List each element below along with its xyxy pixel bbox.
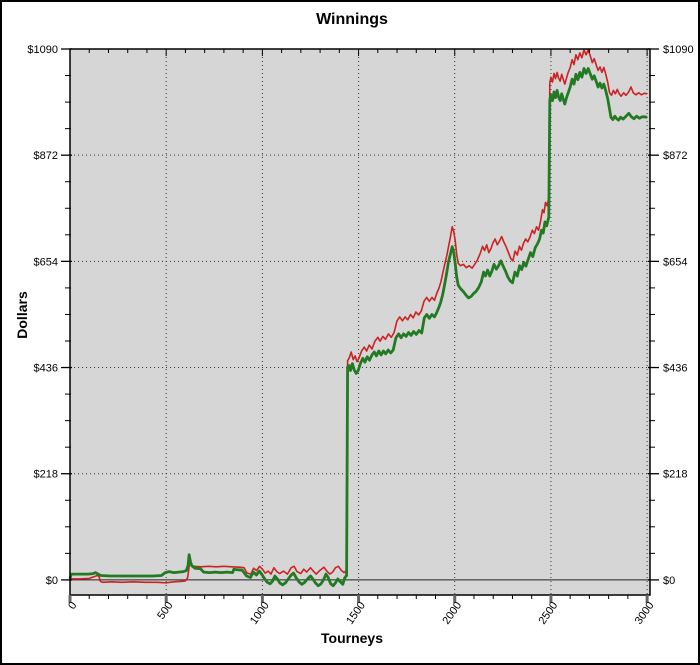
grid-lines [70, 49, 650, 595]
x-tick-label: 1000 [248, 600, 272, 627]
y-tick-label: $872 [34, 150, 58, 162]
x-tick-label: 3000 [633, 600, 657, 627]
x-tick-label: 0 [66, 600, 79, 612]
y-tick-label: $654 [663, 256, 687, 268]
y-axis-title: Dollars [14, 291, 30, 339]
red-series-line [70, 49, 648, 584]
y-tick-label: $218 [663, 469, 687, 481]
y-tick-label: $1090 [663, 44, 694, 56]
y-tick-label: $218 [34, 469, 58, 481]
x-tick-label: 2500 [537, 600, 561, 627]
plot-area [70, 49, 650, 595]
y-tick-label: $436 [663, 363, 687, 375]
y-tick-label: $872 [663, 150, 687, 162]
y-tick-label: $1090 [27, 44, 58, 56]
y-tick-label: $0 [663, 575, 675, 587]
chart-title: Winnings [316, 11, 388, 28]
x-axis-tick-labels: 0 500 1000 1500 2000 2500 3000 [66, 600, 656, 627]
y-tick-label: $654 [34, 256, 58, 268]
x-tick-label: 500 [155, 600, 175, 622]
green-series-line [68, 67, 648, 588]
x-axis-title: Tourneys [321, 630, 383, 646]
y-axis-tick-labels-left: $0 $218 $436 $654 $872 $1090 [27, 44, 58, 587]
y-tick-label: $0 [46, 575, 58, 587]
y-axis-tick-labels-right: $0 $218 $436 $654 $872 $1090 [663, 44, 694, 587]
x-tick-label: 2000 [440, 600, 464, 627]
y-tick-label: $436 [34, 363, 58, 375]
x-tick-label: 1500 [344, 600, 368, 627]
axis-ticks [61, 48, 659, 603]
